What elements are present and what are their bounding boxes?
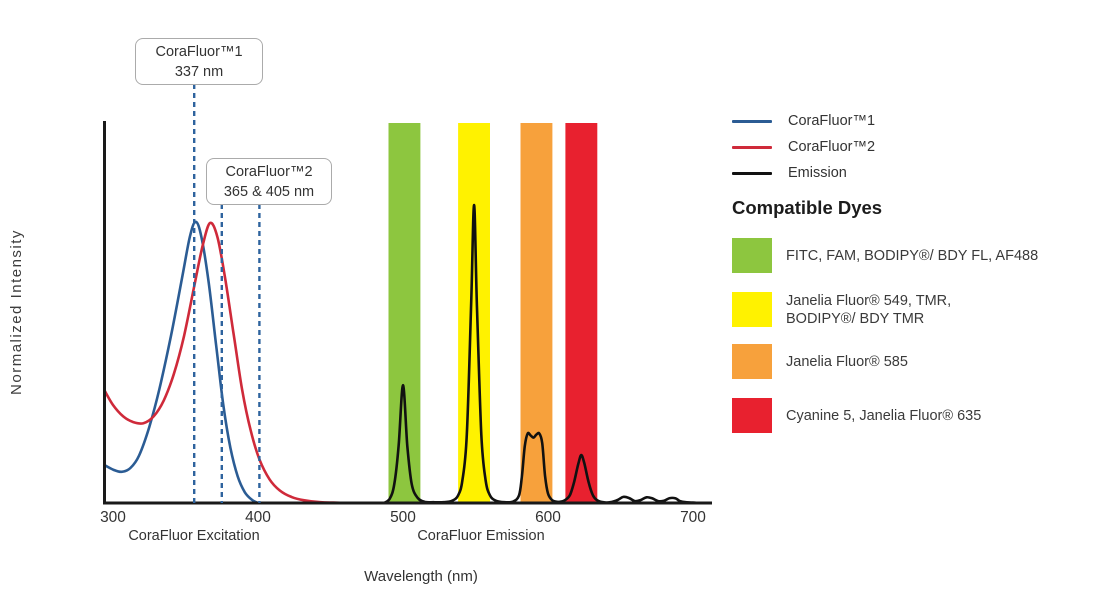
legend-label: CoraFluor™1: [788, 113, 876, 129]
legend-item-corafluor2: CoraFluor™2: [732, 138, 1102, 156]
callout-corafluor2-value: 365 & 405 nm: [223, 183, 315, 200]
red-dye-swatch: [732, 398, 772, 433]
callout-corafluor2: CoraFluor™2 365 & 405 nm: [206, 158, 332, 205]
y-axis-label: Normalized Intensity: [8, 229, 25, 395]
x-tick-label-600: 600: [535, 509, 561, 526]
emission-line-swatch: [732, 171, 772, 175]
dye-label: FITC, FAM, BODIPY®/ BDY FL, AF488: [786, 247, 1039, 264]
compatible-dyes-heading: Compatible Dyes: [732, 197, 883, 218]
legend-item-corafluor1: CoraFluor™1: [732, 112, 1102, 130]
callout-corafluor1: CoraFluor™1 337 nm: [135, 38, 263, 85]
emission-band-3: [565, 123, 598, 502]
emission-section-label: CoraFluor Emission: [417, 528, 545, 544]
callout-corafluor2-title: CoraFluor™2: [225, 163, 313, 180]
callout-corafluor1-value: 337 nm: [174, 63, 224, 80]
callout-corafluor1-title: CoraFluor™1: [155, 43, 243, 60]
x-tick-label-400: 400: [245, 509, 271, 526]
yellow-dye-swatch: [732, 292, 772, 327]
dye-row-yellow: Janelia Fluor® 549, TMR, BODIPY®/ BDY TM…: [732, 292, 951, 327]
emission-band-1: [458, 123, 490, 502]
x-tick-label-300: 300: [100, 509, 126, 526]
x-tick-label-500: 500: [390, 509, 416, 526]
dye-label: Janelia Fluor® 549, TMR, BODIPY®/ BDY TM…: [786, 292, 952, 327]
dye-label: Cyanine 5, Janelia Fluor® 635: [786, 407, 982, 424]
excitation-curve-corafluor1: [103, 220, 260, 505]
emission-band-0: [388, 123, 421, 502]
excitation-section-label: CoraFluor Excitation: [128, 528, 260, 544]
orange-dye-swatch: [732, 344, 772, 379]
dye-row-orange: Janelia Fluor® 585: [732, 344, 908, 379]
x-axis-label: Wavelength (nm): [364, 568, 478, 585]
legend: CoraFluor™1 CoraFluor™2 Emission: [732, 112, 1102, 190]
dye-label: Janelia Fluor® 585: [786, 353, 908, 370]
corafluor1-line-swatch: [732, 119, 772, 123]
legend-label: Emission: [788, 165, 847, 181]
legend-item-emission: Emission: [732, 164, 1102, 182]
dye-row-green: FITC, FAM, BODIPY®/ BDY FL, AF488: [732, 238, 1038, 273]
legend-label: CoraFluor™2: [788, 139, 876, 155]
excitation-curve-corafluor2: [103, 221, 351, 505]
x-tick-label-700: 700: [680, 509, 706, 526]
dye-row-red: Cyanine 5, Janelia Fluor® 635: [732, 398, 981, 433]
green-dye-swatch: [732, 238, 772, 273]
corafluor2-line-swatch: [732, 145, 772, 149]
